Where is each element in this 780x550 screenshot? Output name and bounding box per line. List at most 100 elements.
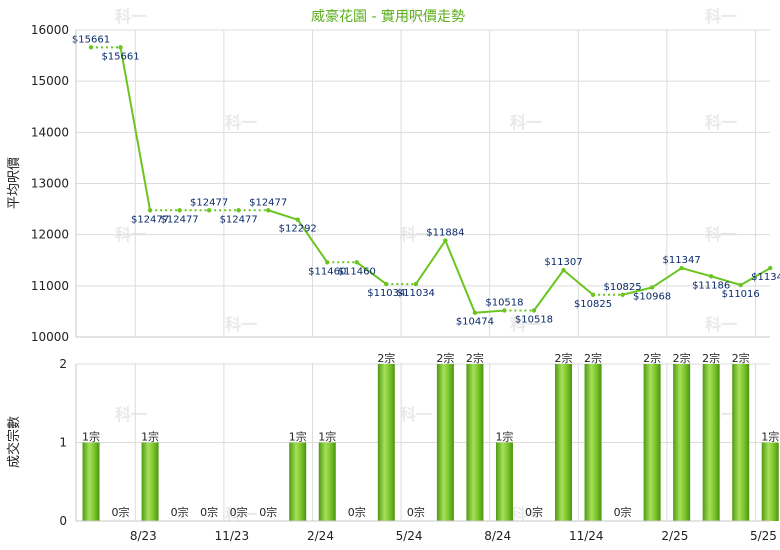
volume-data-label: 2宗 — [673, 351, 691, 365]
watermark-text: 科一 — [400, 7, 432, 26]
volume-data-label: 0宗 — [407, 505, 425, 519]
volume-y-axis-label: 成交宗數 — [6, 416, 22, 468]
price-line-segment — [740, 267, 771, 286]
volume-data-label: 2宗 — [732, 351, 750, 365]
watermark-text: 科一 — [115, 7, 147, 26]
volume-bar — [495, 442, 513, 521]
volume-bar — [761, 442, 779, 521]
volume-data-label: 0宗 — [614, 505, 632, 519]
price-data-label: $11460 — [308, 266, 346, 277]
volume-data-label: 1宗 — [318, 430, 336, 444]
price-data-label: $10968 — [633, 291, 671, 302]
price-line-segment — [296, 219, 329, 263]
price-y-tick-label: 15000 — [31, 74, 69, 88]
price-y-tick-label: 16000 — [31, 23, 69, 37]
volume-data-label: 0宗 — [525, 505, 543, 519]
axes: 10000 11000 12000 13000 14000 15000 16000 0 1 2 8/… — [31, 23, 777, 543]
price-y-axis-label: 平均呎價 — [7, 157, 22, 209]
volume-data-label: 1宗 — [495, 430, 513, 444]
volume-data-label: 0宗 — [200, 505, 218, 519]
price-point — [738, 282, 743, 288]
volume-data-label: 1宗 — [761, 430, 779, 444]
x-tick-label: 8/23 — [130, 529, 157, 543]
price-point — [325, 260, 330, 265]
price-line-segment — [267, 209, 299, 221]
volume-data-label: 0宗 — [112, 505, 130, 519]
x-tick-label: 2/24 — [307, 529, 334, 543]
volume-data-label: 1宗 — [82, 430, 100, 444]
volume-bar — [318, 442, 336, 521]
price-data-label: $10474 — [456, 317, 494, 328]
watermark-text: 科一 — [705, 7, 737, 26]
price-data-label: $11460 — [338, 266, 376, 277]
price-point — [413, 281, 419, 287]
price-data-label: $10825 — [603, 282, 641, 293]
price-point — [384, 281, 389, 287]
price-data-label: $15661 — [72, 34, 110, 45]
price-line-segment — [474, 309, 505, 314]
volume-data-label: 2宗 — [436, 351, 454, 365]
price-point — [118, 45, 123, 50]
volume-bars — [82, 364, 779, 521]
x-tick-label: 5/25 — [750, 529, 777, 543]
watermark-text: 科一 — [225, 113, 257, 132]
price-data-label: $11034 — [397, 288, 435, 299]
price-data-label: $10518 — [485, 297, 523, 308]
price-line-segment — [622, 286, 653, 296]
x-tick-label: 5/24 — [396, 529, 423, 543]
price-line-segment — [444, 240, 476, 314]
price-data-label: $10518 — [515, 314, 553, 325]
watermark-text: 科一 — [705, 113, 737, 132]
volume-data-label: 2宗 — [702, 351, 720, 365]
price-line-segment — [356, 261, 387, 285]
price-point — [561, 267, 566, 273]
price-point — [679, 265, 684, 271]
price-data-label: $12477 — [131, 214, 169, 225]
volume-bar — [436, 364, 454, 521]
volume-data-label: 1宗 — [289, 430, 307, 444]
price-y-tick-label: 11000 — [31, 279, 69, 293]
volume-data-label: 2宗 — [584, 351, 602, 365]
price-point — [443, 238, 448, 243]
price-y-tick-label: 13000 — [31, 177, 69, 191]
x-tick-label: 8/24 — [484, 529, 511, 543]
volume-data-label: 0宗 — [348, 505, 366, 519]
price-point — [177, 208, 182, 213]
price-data-label: $11347 — [663, 255, 701, 266]
watermark-text: 科一 — [705, 315, 737, 334]
price-line-segment — [533, 269, 565, 312]
price-point — [708, 274, 714, 279]
price-data-label: $12477 — [190, 197, 228, 208]
price-point — [502, 308, 507, 313]
price-point — [649, 285, 655, 290]
volume-data-label: 2宗 — [466, 351, 484, 365]
price-point — [590, 292, 596, 297]
price-line-segment — [651, 267, 683, 289]
price-point — [88, 45, 94, 50]
price-line — [88, 45, 773, 315]
price-data-label: $11034 — [367, 288, 405, 299]
data-labels: $15661$15661$12477$12477$12477$12477$124… — [72, 34, 780, 519]
watermark-text: 科一 — [400, 405, 432, 424]
x-tick-label: 2/25 — [661, 529, 688, 543]
price-line-segment — [681, 267, 712, 278]
volume-bar — [377, 364, 395, 521]
price-point — [206, 208, 212, 213]
price-line-segment — [562, 269, 594, 296]
volume-data-label: 2宗 — [555, 351, 573, 365]
price-y-tick-label: 14000 — [31, 125, 69, 139]
volume-y-tick-label: 0 — [59, 514, 67, 528]
price-line-segment — [119, 47, 152, 211]
price-data-label: $11307 — [544, 257, 582, 268]
grid-layer — [76, 29, 770, 522]
volume-bar — [732, 364, 750, 521]
watermark-text: 科一 — [510, 505, 542, 524]
price-y-tick-label: 10000 — [31, 330, 69, 344]
price-point — [236, 208, 241, 213]
price-point — [147, 208, 153, 213]
volume-bar — [643, 364, 661, 521]
watermark-text: 科一 — [510, 113, 542, 132]
chart-title: 威豪花園 - 實用呎價走勢 — [311, 8, 465, 25]
